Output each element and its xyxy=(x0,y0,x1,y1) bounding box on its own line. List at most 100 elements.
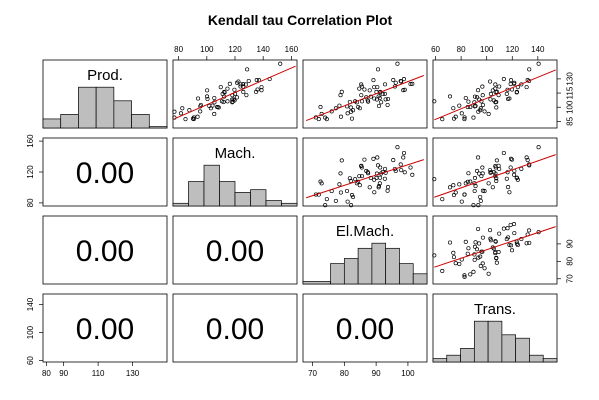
scatter-point xyxy=(238,84,243,89)
scatter-point xyxy=(401,76,407,82)
scatter-point xyxy=(375,67,381,72)
scatter-point xyxy=(480,93,485,98)
scatter-point xyxy=(471,269,476,274)
panel-frame xyxy=(302,59,428,129)
scatter-point xyxy=(357,86,362,91)
scatter-point xyxy=(488,238,493,243)
scatter-point xyxy=(398,162,403,167)
histogram-bar xyxy=(60,114,79,129)
panel-1-0: 0.00 xyxy=(42,137,168,207)
scatter-point xyxy=(447,94,453,99)
scatter-point xyxy=(408,165,413,170)
scatter-point xyxy=(486,181,491,186)
histogram-bar xyxy=(487,320,503,363)
scatter-point xyxy=(339,158,344,163)
panel-frame xyxy=(302,293,428,363)
scatter-point xyxy=(372,85,377,90)
scatter-point xyxy=(497,231,502,236)
scatter-point xyxy=(494,260,499,265)
scatter-point xyxy=(380,91,385,97)
scatter-point xyxy=(402,87,407,92)
variable-label: Mach. xyxy=(215,145,256,162)
panel-grid: Prod. 0.00 Mach. 0.00 0.00 El.Mach. 0.00 0.00 0.… xyxy=(26,45,575,378)
scatter-point xyxy=(478,198,483,203)
scatter-point xyxy=(378,165,383,170)
panel-2-0: 0.00 xyxy=(42,215,168,285)
scatter-point xyxy=(504,176,509,181)
scatter-point xyxy=(474,95,480,100)
scatter-point xyxy=(392,84,397,89)
tick-label: 115 xyxy=(566,86,575,99)
histogram-bar xyxy=(473,320,489,363)
scatter-point xyxy=(344,188,350,194)
scatter-point xyxy=(391,158,396,163)
scatter-point xyxy=(473,103,478,109)
scatter-point xyxy=(462,274,467,279)
scatter-point xyxy=(359,165,364,170)
scatter-point xyxy=(482,109,487,114)
scatter-point xyxy=(466,99,471,104)
scatter-point xyxy=(465,251,470,256)
scatter-point xyxy=(462,115,467,120)
histogram-bar xyxy=(219,181,236,207)
scatter-point xyxy=(232,87,237,92)
scatter-point xyxy=(246,78,251,84)
scatter-point xyxy=(497,84,502,89)
scatter-point xyxy=(476,255,481,260)
scatter-point xyxy=(383,82,388,87)
histogram-bar xyxy=(281,202,298,207)
scatter-point xyxy=(338,190,343,195)
scatter-point xyxy=(333,198,338,203)
scatter-point xyxy=(494,158,499,163)
scatter-point xyxy=(180,106,185,111)
scatter-point xyxy=(463,181,468,186)
scatter-point xyxy=(191,115,196,120)
scatter-point xyxy=(243,82,248,87)
panel-2-3 xyxy=(432,215,558,285)
scatter-point xyxy=(205,96,210,102)
panel-3-0: 0.00 xyxy=(42,293,168,363)
histogram-bar xyxy=(148,126,168,129)
scatter-point xyxy=(480,165,485,170)
scatter-point xyxy=(490,88,495,93)
panel-frame xyxy=(432,137,558,207)
scatter-point xyxy=(508,243,514,248)
tick-label: 120 xyxy=(228,45,242,54)
scatter-point xyxy=(207,103,212,109)
scatter-point xyxy=(402,170,407,175)
scatter-point xyxy=(480,188,485,193)
scatter-point xyxy=(401,155,406,160)
scatter-point xyxy=(432,99,437,104)
scatter-point xyxy=(463,239,468,244)
scatter-point xyxy=(463,95,468,101)
scatter-point xyxy=(374,175,379,180)
scatter-point xyxy=(440,197,445,202)
scatter-point xyxy=(494,255,499,260)
tick-label: 90 xyxy=(566,239,575,248)
scatter-point xyxy=(478,263,483,269)
scatter-point xyxy=(494,176,499,181)
panel-frame xyxy=(172,293,298,363)
scatter-point xyxy=(457,182,462,187)
histogram-bar xyxy=(203,164,220,207)
scatter-point xyxy=(359,93,364,98)
scatter-point xyxy=(462,273,467,278)
scatter-point xyxy=(524,241,529,246)
scatter-point xyxy=(493,86,498,91)
scatter-point xyxy=(501,150,506,156)
scatter-point xyxy=(398,78,403,84)
histogram-bar xyxy=(78,86,97,129)
scatter-point xyxy=(324,117,329,122)
scatter-point xyxy=(357,183,362,188)
scatter-point xyxy=(451,183,456,188)
scatter-point xyxy=(324,197,329,202)
scatter-point xyxy=(472,257,477,262)
tick-label: 80 xyxy=(457,45,466,54)
scatter-point xyxy=(451,250,456,255)
scatter-point xyxy=(472,94,478,99)
scatter-point xyxy=(367,88,372,93)
scatter-point xyxy=(278,61,283,66)
tick-label: 130 xyxy=(126,369,140,378)
variable-label: Trans. xyxy=(474,301,516,318)
chart-title: Kendall tau Correlation Plot xyxy=(208,12,393,28)
